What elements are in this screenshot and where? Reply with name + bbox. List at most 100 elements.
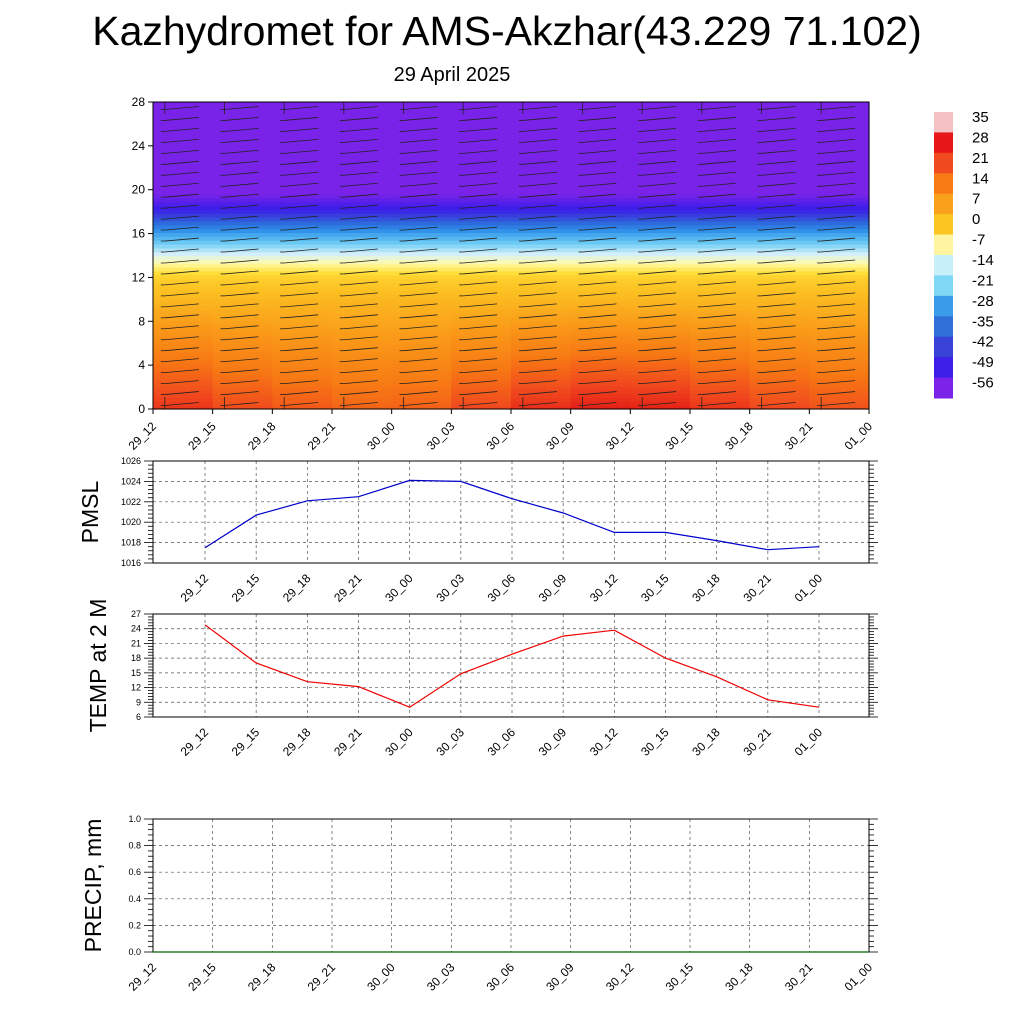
heatmap-cell (570, 332, 631, 337)
wind-barb (224, 325, 259, 330)
heatmap-cell (749, 102, 810, 107)
heatmap-cell (630, 347, 691, 353)
heatmap-cell (749, 178, 810, 184)
heatmap-cell (809, 293, 870, 299)
heatmap-cell (749, 362, 810, 368)
heatmap-cell (391, 128, 452, 134)
heatmap-cell (690, 194, 751, 199)
wind-barb (463, 193, 498, 198)
y-tick-label: 0.6 (128, 867, 141, 877)
heatmap-cell (332, 282, 393, 287)
heatmap-cell (212, 286, 273, 291)
heatmap-cell (272, 125, 333, 130)
heatmap-cell (749, 194, 810, 199)
heatmap-cell (153, 240, 214, 245)
wind-barb (821, 270, 856, 275)
heatmap-cell (809, 374, 870, 379)
heatmap-cell (690, 382, 751, 387)
heatmap-cell (212, 151, 273, 157)
heatmap-cell (391, 366, 452, 372)
wind-barb (642, 160, 677, 165)
heatmap-cell (153, 128, 214, 134)
heatmap-cell (272, 148, 333, 153)
wind-barb (821, 182, 856, 187)
colorbar-segment (934, 234, 953, 256)
heatmap-cell (451, 251, 512, 257)
x-tick-label: 01_00 (842, 960, 876, 994)
wind-barb (463, 336, 498, 341)
heatmap-cell (749, 163, 810, 168)
heatmap-cell (272, 385, 333, 391)
heatmap-cell (690, 355, 751, 360)
heatmap-cell (451, 159, 512, 164)
heatmap-cell (391, 359, 452, 364)
heatmap-cell (153, 178, 214, 184)
heatmap-cell (809, 301, 870, 306)
heatmap-cell (749, 282, 810, 287)
heatmap-cell (630, 378, 691, 383)
colorbar-label: 7 (972, 191, 980, 208)
wind-barb (761, 259, 796, 264)
wind-barb (761, 292, 796, 297)
heatmap-cell (570, 405, 631, 410)
heatmap-cell (153, 297, 214, 303)
heatmap-cell (570, 255, 631, 260)
heatmap-cell (451, 109, 512, 115)
heatmap-cell (809, 121, 870, 126)
heatmap-cell (451, 263, 512, 268)
heatmap-cell (391, 385, 452, 391)
heatmap-cell (153, 213, 214, 218)
wind-barb (224, 380, 259, 384)
heatmap-cell (690, 263, 751, 268)
heatmap-cell (570, 167, 631, 172)
heatmap-cell (749, 240, 810, 245)
wind-barb (522, 347, 557, 352)
heatmap-cell (809, 389, 870, 395)
heatmap-cell (749, 313, 810, 318)
x-tick-label: 30_09 (543, 419, 577, 453)
heatmap-cell (749, 263, 810, 268)
wind-barb (701, 248, 736, 253)
heatmap-cell (570, 148, 631, 153)
heatmap-cell (332, 217, 393, 222)
panel-frame (152, 613, 870, 718)
heatmap-cell (391, 351, 452, 356)
wind-barb (284, 314, 319, 319)
heatmap-cell (153, 224, 214, 230)
heatmap-cell (212, 174, 273, 180)
heatmap-cell (809, 174, 870, 180)
x-tick-label: 30_03 (433, 571, 467, 605)
wind-barb (284, 369, 319, 374)
heatmap-cell (212, 255, 273, 260)
heatmap-cell (332, 163, 393, 168)
wind-barb (343, 149, 378, 154)
heatmap-cell (809, 197, 870, 203)
heatmap-cell (690, 213, 751, 218)
wind-barb (224, 138, 259, 143)
heatmap-cell (272, 370, 333, 376)
heatmap-cell (690, 155, 751, 161)
heatmap-cell (332, 167, 393, 172)
heatmap-cell (749, 121, 810, 126)
heatmap-cell (272, 213, 333, 218)
heatmap-cell (809, 232, 870, 237)
heatmap-cell (749, 159, 810, 164)
heatmap-panel: 0 4 8 12 16 20 24 28 29_12 29_15 29_18 29_21 30_00 30… (126, 95, 876, 453)
heatmap-cell (153, 316, 214, 322)
heatmap-cell (153, 117, 214, 122)
heatmap-cell (451, 374, 512, 379)
heatmap-cell (749, 136, 810, 141)
x-tick-label: 29_18 (245, 419, 279, 453)
heatmap-cell (332, 286, 393, 291)
heatmap-cell (570, 397, 631, 402)
heatmap-cell (153, 255, 214, 260)
heatmap-cell (212, 370, 273, 376)
heatmap-cell (153, 351, 214, 356)
wind-barb (284, 117, 319, 121)
wind-barb (642, 303, 677, 308)
heatmap-cell (630, 201, 691, 207)
heatmap-cell (511, 397, 572, 402)
y-tick-label: 1016 (121, 558, 141, 568)
heatmap-cell (332, 205, 393, 211)
wind-barb (642, 325, 677, 330)
